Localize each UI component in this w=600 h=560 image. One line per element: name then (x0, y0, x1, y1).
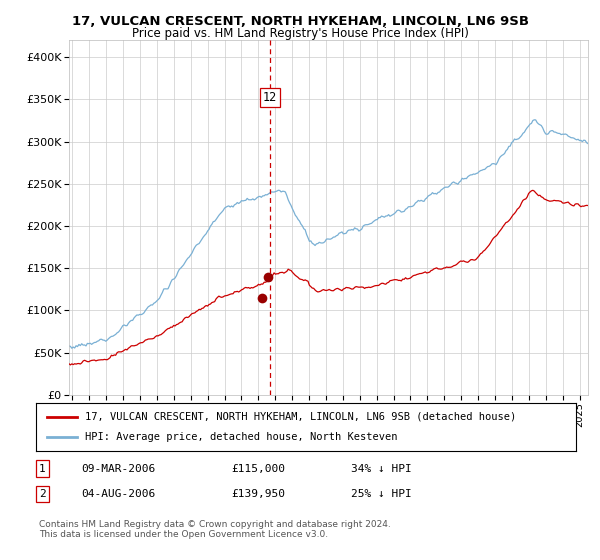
Text: 17, VULCAN CRESCENT, NORTH HYKEHAM, LINCOLN, LN6 9SB (detached house): 17, VULCAN CRESCENT, NORTH HYKEHAM, LINC… (85, 412, 516, 422)
Text: 12: 12 (263, 91, 277, 104)
Text: £115,000: £115,000 (231, 464, 285, 474)
Text: 09-MAR-2006: 09-MAR-2006 (81, 464, 155, 474)
Text: 04-AUG-2006: 04-AUG-2006 (81, 489, 155, 499)
Text: 1: 1 (39, 464, 46, 474)
Text: HPI: Average price, detached house, North Kesteven: HPI: Average price, detached house, Nort… (85, 432, 397, 442)
Text: £139,950: £139,950 (231, 489, 285, 499)
Text: 17, VULCAN CRESCENT, NORTH HYKEHAM, LINCOLN, LN6 9SB: 17, VULCAN CRESCENT, NORTH HYKEHAM, LINC… (71, 15, 529, 27)
Text: Price paid vs. HM Land Registry's House Price Index (HPI): Price paid vs. HM Land Registry's House … (131, 27, 469, 40)
Text: Contains HM Land Registry data © Crown copyright and database right 2024.
This d: Contains HM Land Registry data © Crown c… (39, 520, 391, 539)
Text: 2: 2 (39, 489, 46, 499)
Text: 34% ↓ HPI: 34% ↓ HPI (351, 464, 412, 474)
Text: 25% ↓ HPI: 25% ↓ HPI (351, 489, 412, 499)
